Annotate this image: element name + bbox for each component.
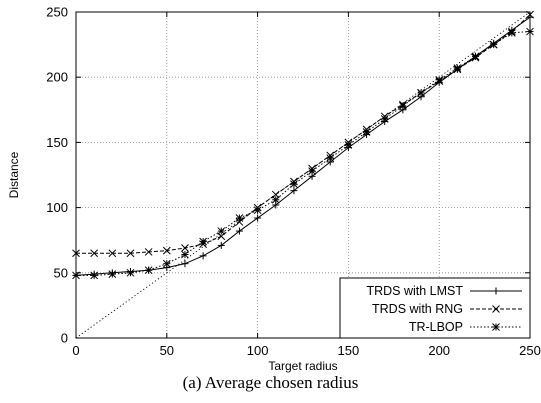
data-point [90,249,99,258]
data-point [254,214,262,222]
data-point [181,260,189,268]
legend: TRDS with LMST TRDS with RNG TR-LBOP [339,277,531,339]
data-point [199,252,207,260]
data-point [507,29,516,37]
series-line [76,14,531,254]
grid-lines [76,12,530,338]
y-tick-label: 50 [54,265,68,280]
data-point [199,237,207,246]
x-axis-label: Target radius [268,359,337,373]
series-2 [72,10,534,258]
x-tick-label: 150 [338,343,360,358]
data-point [435,75,444,84]
data-point [271,195,280,204]
data-point [217,227,226,235]
y-tick-label: 250 [46,5,68,20]
data-point [380,115,389,123]
data-point [144,248,153,256]
data-point [471,52,480,61]
data-point [290,180,298,188]
data-point [489,40,498,49]
y-tick-label: 100 [46,200,68,215]
data-point [162,246,171,255]
legend-label: TRDS with RNG [372,302,463,316]
data-point [162,259,171,268]
data-point [235,227,243,235]
y-tick-label: 150 [46,135,68,150]
data-point [181,250,189,259]
data-point [290,187,298,195]
x-tick-label: 200 [428,343,450,358]
data-point [492,323,500,331]
data-point [253,206,262,215]
x-tick-label: 250 [519,343,541,358]
data-point [399,102,407,110]
legend-label: TRDS with LMST [366,284,463,298]
data-point [308,167,316,175]
series-layer [72,10,534,280]
data-point [181,244,189,252]
legend-label: TR-LBOP [409,320,463,334]
data-point [217,241,225,249]
legend-entry: TR-LBOP [409,320,522,334]
data-point [126,249,135,258]
data-point [362,128,371,136]
y-axis-label: Distance [7,151,21,198]
x-tick-label: 0 [72,343,79,358]
legend-entry: TRDS with RNG [372,302,522,316]
data-point [126,268,135,277]
series-3 [72,27,534,280]
data-point [108,270,117,278]
y-tick-label: 200 [46,70,68,85]
y-tick-label: 0 [61,331,68,346]
plot-frame [75,11,531,339]
data-point [326,154,335,162]
data-point [453,64,462,72]
x-tick-label: 100 [247,343,269,358]
figure-caption: (a) Average chosen radius [182,373,359,392]
data-point [90,271,99,280]
legend-entry: TRDS with LMST [366,284,522,298]
data-point [344,141,353,149]
data-point [492,305,500,313]
series-line [76,31,531,276]
x-tick-label: 50 [160,343,174,358]
data-point [417,88,425,97]
data-point [492,287,500,295]
series-1 [72,13,534,279]
axis-ticks: 0 50 100 150 200 250 0 50 100 150 200 250 [46,5,541,359]
series-line [75,16,531,276]
data-point [235,214,244,222]
data-point [108,249,117,258]
legend-box [339,277,531,339]
data-point [144,266,153,275]
